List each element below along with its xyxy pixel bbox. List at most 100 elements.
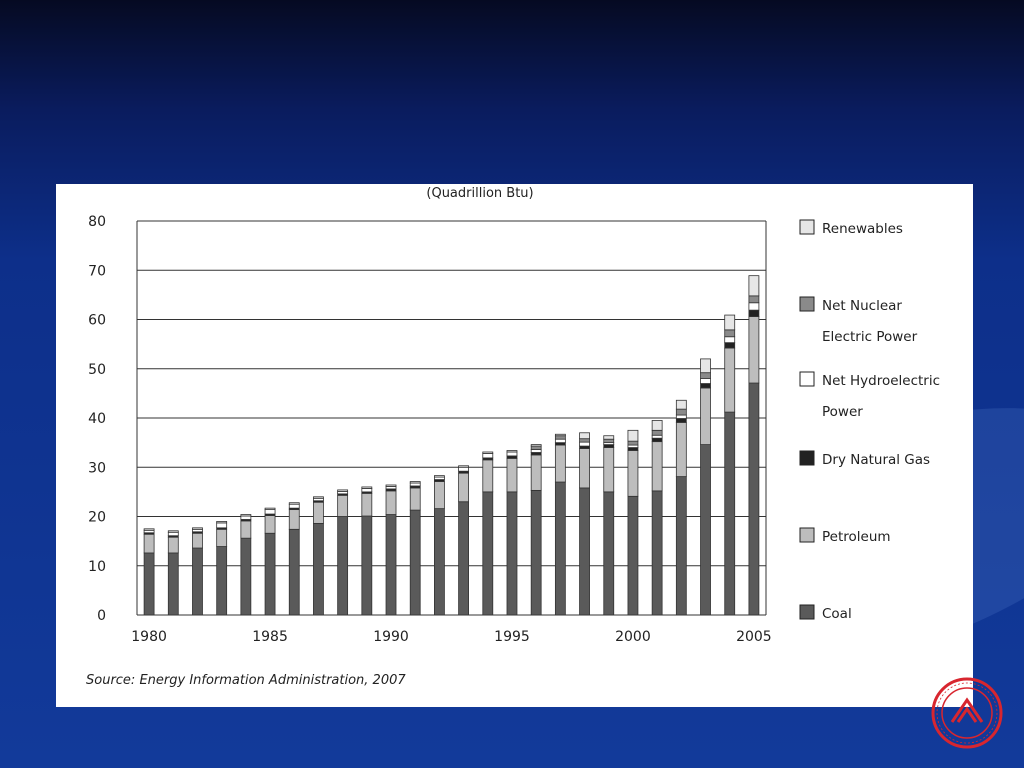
bar-segment	[627, 447, 639, 451]
bar-segment	[240, 520, 252, 539]
bar-segment	[651, 434, 663, 439]
bar-segment	[675, 476, 687, 616]
bar-segment	[216, 521, 228, 524]
bar-segment	[482, 453, 494, 459]
bar-segment	[651, 437, 663, 443]
bar-segment	[192, 547, 203, 616]
bar-segment	[675, 399, 687, 410]
chart-title: (Quadrillion Btu)	[426, 186, 533, 201]
bar-segment	[240, 514, 252, 517]
bar-segment	[675, 418, 687, 423]
gridlines	[136, 220, 767, 616]
x-tick-label: 2000	[615, 629, 651, 645]
bar-segment	[337, 516, 349, 616]
bar-segment	[700, 372, 711, 380]
x-tick-label: 1990	[373, 629, 409, 645]
bar-segment	[603, 444, 615, 448]
bar-segment	[700, 378, 711, 384]
bar-segment	[579, 441, 590, 447]
bar-segment	[603, 491, 615, 616]
bar-segment	[409, 487, 421, 511]
bar-segment	[554, 435, 566, 440]
bar-segment	[579, 438, 590, 443]
legend-label: Net Hydroelectric Power	[822, 373, 940, 420]
bar-segment	[216, 522, 228, 529]
bar-segment	[627, 440, 639, 446]
legend-label: Dry Natural Gas	[822, 452, 930, 468]
bar-segment	[167, 552, 179, 616]
bar-segment	[530, 445, 542, 450]
bar-segment	[724, 347, 736, 413]
bar-segment	[264, 532, 276, 616]
bar-segment	[458, 472, 469, 503]
y-tick-label: 60	[88, 313, 106, 329]
bar-segment	[627, 495, 639, 616]
bar-segment	[409, 481, 421, 484]
bar-segment	[579, 432, 590, 440]
y-tick-label: 70	[88, 263, 106, 279]
legend-swatch	[799, 219, 815, 235]
bar-segment	[361, 492, 373, 517]
bar-segment	[313, 522, 324, 616]
stacked-bar-chart: (Quadrillion Btu) 0 10 20 30 40 50 60 70 80 1980…	[86, 186, 940, 688]
bar-segment	[700, 383, 711, 389]
bar-segment	[313, 501, 324, 524]
bar-segment	[458, 466, 469, 472]
bar-segment	[748, 295, 760, 304]
legend: Renewables Net Nuclear Electric Power Net H…	[799, 219, 940, 622]
bar-segment	[603, 435, 615, 440]
bar-segment	[724, 329, 736, 338]
bar-segment	[748, 309, 760, 317]
bar-segment	[506, 457, 518, 493]
bar-segment	[603, 438, 615, 444]
bar-segment	[530, 454, 542, 491]
legend-label: Renewables	[822, 221, 903, 237]
bar-segment	[264, 509, 276, 515]
bar-segment	[143, 552, 155, 616]
bar-segment	[458, 501, 469, 616]
y-tick-labels: 0 10 20 30 40 50 60 70 80	[88, 214, 106, 624]
y-tick-label: 30	[88, 460, 106, 476]
y-tick-label: 0	[97, 608, 106, 624]
bars	[143, 275, 760, 616]
bar-segment	[288, 528, 300, 616]
bar-segment	[554, 444, 566, 483]
bar-segment	[603, 447, 615, 493]
bar-segment	[385, 484, 397, 487]
bar-segment	[724, 342, 736, 349]
bar-segment	[216, 546, 228, 616]
bar-segment	[240, 537, 252, 616]
bar-segment	[627, 450, 639, 497]
legend-label: Coal	[822, 606, 852, 622]
bar-segment	[506, 491, 518, 616]
bar-segment	[385, 514, 397, 616]
bar-segment	[434, 508, 445, 616]
x-tick-label: 1985	[252, 629, 288, 645]
bar-segment	[748, 382, 760, 616]
bar-segment	[143, 533, 155, 554]
bar-segment	[530, 449, 542, 453]
bar-segment	[724, 336, 736, 344]
legend-swatch	[799, 296, 815, 312]
bar-segment	[579, 448, 590, 489]
bar-segment	[748, 302, 760, 311]
y-tick-label: 10	[88, 559, 106, 575]
bar-segment	[579, 487, 590, 616]
bar-segment	[288, 502, 300, 505]
bar-segment	[700, 358, 711, 374]
x-tick-labels: 1980 1985 1990 1995 2000 2005	[131, 629, 771, 645]
bar-segment	[216, 528, 228, 547]
bar-segment	[240, 515, 252, 520]
bar-segment	[337, 489, 349, 492]
chart-panel: (Quadrillion Btu) 0 10 20 30 40 50 60 70 80 1980…	[56, 184, 973, 707]
legend-swatch	[799, 371, 815, 387]
legend-swatch	[799, 450, 815, 466]
bar-segment	[748, 316, 760, 384]
bar-segment	[724, 411, 736, 616]
bar-segment	[361, 488, 373, 493]
y-tick-label: 80	[88, 214, 106, 230]
bar-segment	[167, 530, 179, 533]
bar-segment	[675, 422, 687, 478]
bar-segment	[554, 438, 566, 444]
bar-segment	[288, 509, 300, 530]
